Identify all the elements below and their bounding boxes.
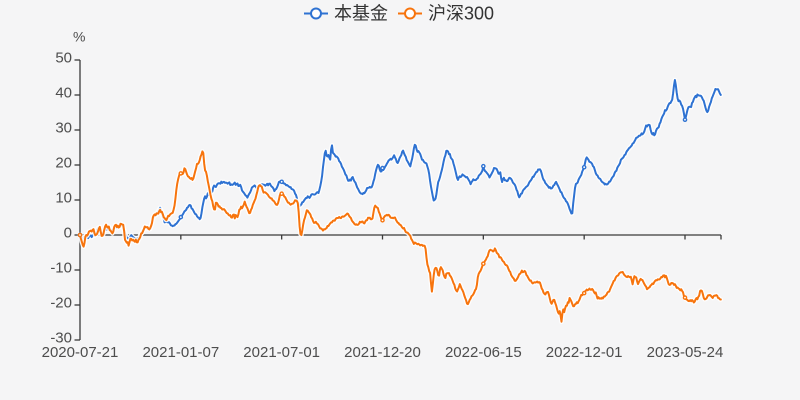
svg-text:-10: -10 [50, 260, 72, 277]
svg-text:2022-12-01: 2022-12-01 [546, 344, 623, 361]
svg-text:20: 20 [55, 155, 72, 172]
svg-text:30: 30 [55, 120, 72, 137]
svg-text:-20: -20 [50, 295, 72, 312]
svg-text:%: % [73, 29, 85, 45]
svg-text:本基金: 本基金 [334, 4, 388, 24]
svg-text:40: 40 [55, 85, 72, 102]
svg-text:2022-06-15: 2022-06-15 [445, 344, 522, 361]
svg-text:10: 10 [55, 190, 72, 207]
svg-text:2023-05-24: 2023-05-24 [647, 344, 724, 361]
svg-text:0: 0 [64, 225, 72, 242]
svg-text:2020-07-21: 2020-07-21 [42, 344, 119, 361]
svg-text:沪深300: 沪深300 [428, 4, 494, 24]
svg-text:2021-01-07: 2021-01-07 [142, 344, 219, 361]
svg-text:50: 50 [55, 50, 72, 67]
svg-text:2021-12-20: 2021-12-20 [344, 344, 421, 361]
svg-text:2021-07-01: 2021-07-01 [243, 344, 320, 361]
svg-text:-30: -30 [50, 330, 72, 347]
